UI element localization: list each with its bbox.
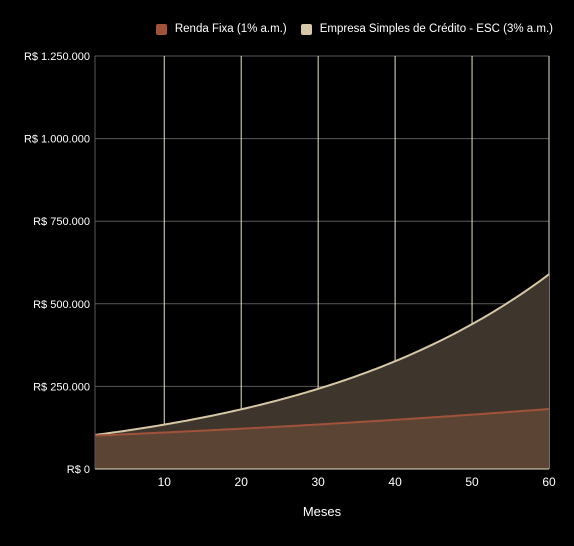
series-areas xyxy=(95,274,549,469)
x-tick-label: 20 xyxy=(235,475,249,489)
line-esc xyxy=(94,273,550,436)
y-tick-label: R$ 250.000 xyxy=(33,381,90,393)
axes: R$ 0 R$ 250.000 R$ 500.000 R$ 750.000 R$ 1.0… xyxy=(24,51,556,489)
legend-swatch-esc xyxy=(300,23,312,35)
x-tick-label: 30 xyxy=(311,475,325,489)
y-tick-label: R$ 750.000 xyxy=(33,216,90,228)
legend-label-esc: Empresa Simples de Crédito - ESC (3% a.m… xyxy=(319,23,553,35)
y-tick-label: R$ 1.000.000 xyxy=(24,134,90,146)
x-tick-label: 50 xyxy=(465,475,479,489)
legend-item-renda-fixa[interactable]: Renda Fixa (1% a.m.) xyxy=(155,23,287,35)
legend: Renda Fixa (1% a.m.) Empresa Simples de … xyxy=(142,23,553,35)
x-axis-label: Meses xyxy=(303,504,342,519)
line-renda-fixa xyxy=(94,407,550,437)
legend-item-esc[interactable]: Empresa Simples de Crédito - ESC (3% a.m… xyxy=(300,23,553,35)
legend-swatch-renda-fixa xyxy=(155,23,167,35)
series-lines xyxy=(94,273,550,437)
x-tick-label: 40 xyxy=(388,475,402,489)
y-tick-label: R$ 0 xyxy=(67,464,90,476)
y-tick-label: R$ 500.000 xyxy=(33,299,90,311)
legend-label-renda-fixa: Renda Fixa (1% a.m.) xyxy=(174,23,287,35)
y-tick-label: R$ 1.250.000 xyxy=(24,51,90,63)
x-tick-label: 10 xyxy=(158,475,172,489)
x-tick-label: 60 xyxy=(542,475,556,489)
area-renda-fixa xyxy=(95,408,549,469)
